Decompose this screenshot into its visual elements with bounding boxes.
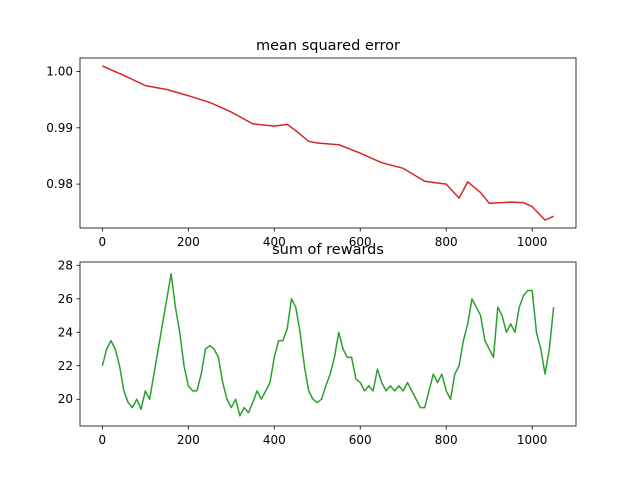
rewards-series-line-0: [101, 272, 555, 417]
mse-y-tick-label: 0.98: [46, 177, 73, 191]
mse-series-line-0: [102, 65, 554, 221]
mse-chart: 0 200 400 600 800 1000 0.98 0.99 1.00 mean square…: [46, 38, 577, 249]
mse-axes-frame: [79, 57, 577, 229]
mse-x-tick-label: 400: [263, 235, 286, 249]
mse-y-tick-label: 0.99: [46, 121, 73, 135]
rewards-x-tick-label: 800: [435, 433, 458, 447]
rewards-y-tick-label: 24: [58, 325, 73, 339]
rewards-y-tick-label: 22: [58, 359, 73, 373]
mse-x-tick-label: 1000: [517, 235, 548, 249]
rewards-x-tick-label: 1000: [517, 433, 548, 447]
rewards-chart-title: sum of rewards: [272, 242, 384, 258]
rewards-axes-frame: [79, 261, 577, 427]
mse-x-tick-label: 0: [99, 235, 107, 249]
mse-x-tick-label: 800: [435, 235, 458, 249]
mse-x-tick-label: 600: [349, 235, 372, 249]
mse-y-tick-label: 1.00: [46, 65, 73, 79]
rewards-chart: 0 200 400 600 800 1000 20 22 24 26 28 sum of reward…: [58, 242, 577, 447]
rewards-y-tick-label: 28: [58, 258, 73, 272]
rewards-x-tick-label: 200: [177, 433, 200, 447]
rewards-x-tick-label: 600: [349, 433, 372, 447]
rewards-x-tick-label: 0: [99, 433, 107, 447]
mse-chart-title: mean squared error: [256, 38, 400, 54]
mse-x-tick-label: 200: [177, 235, 200, 249]
rewards-y-tick-label: 26: [58, 292, 73, 306]
rewards-y-tick-label: 20: [58, 392, 73, 406]
rewards-x-tick-label: 400: [263, 433, 286, 447]
